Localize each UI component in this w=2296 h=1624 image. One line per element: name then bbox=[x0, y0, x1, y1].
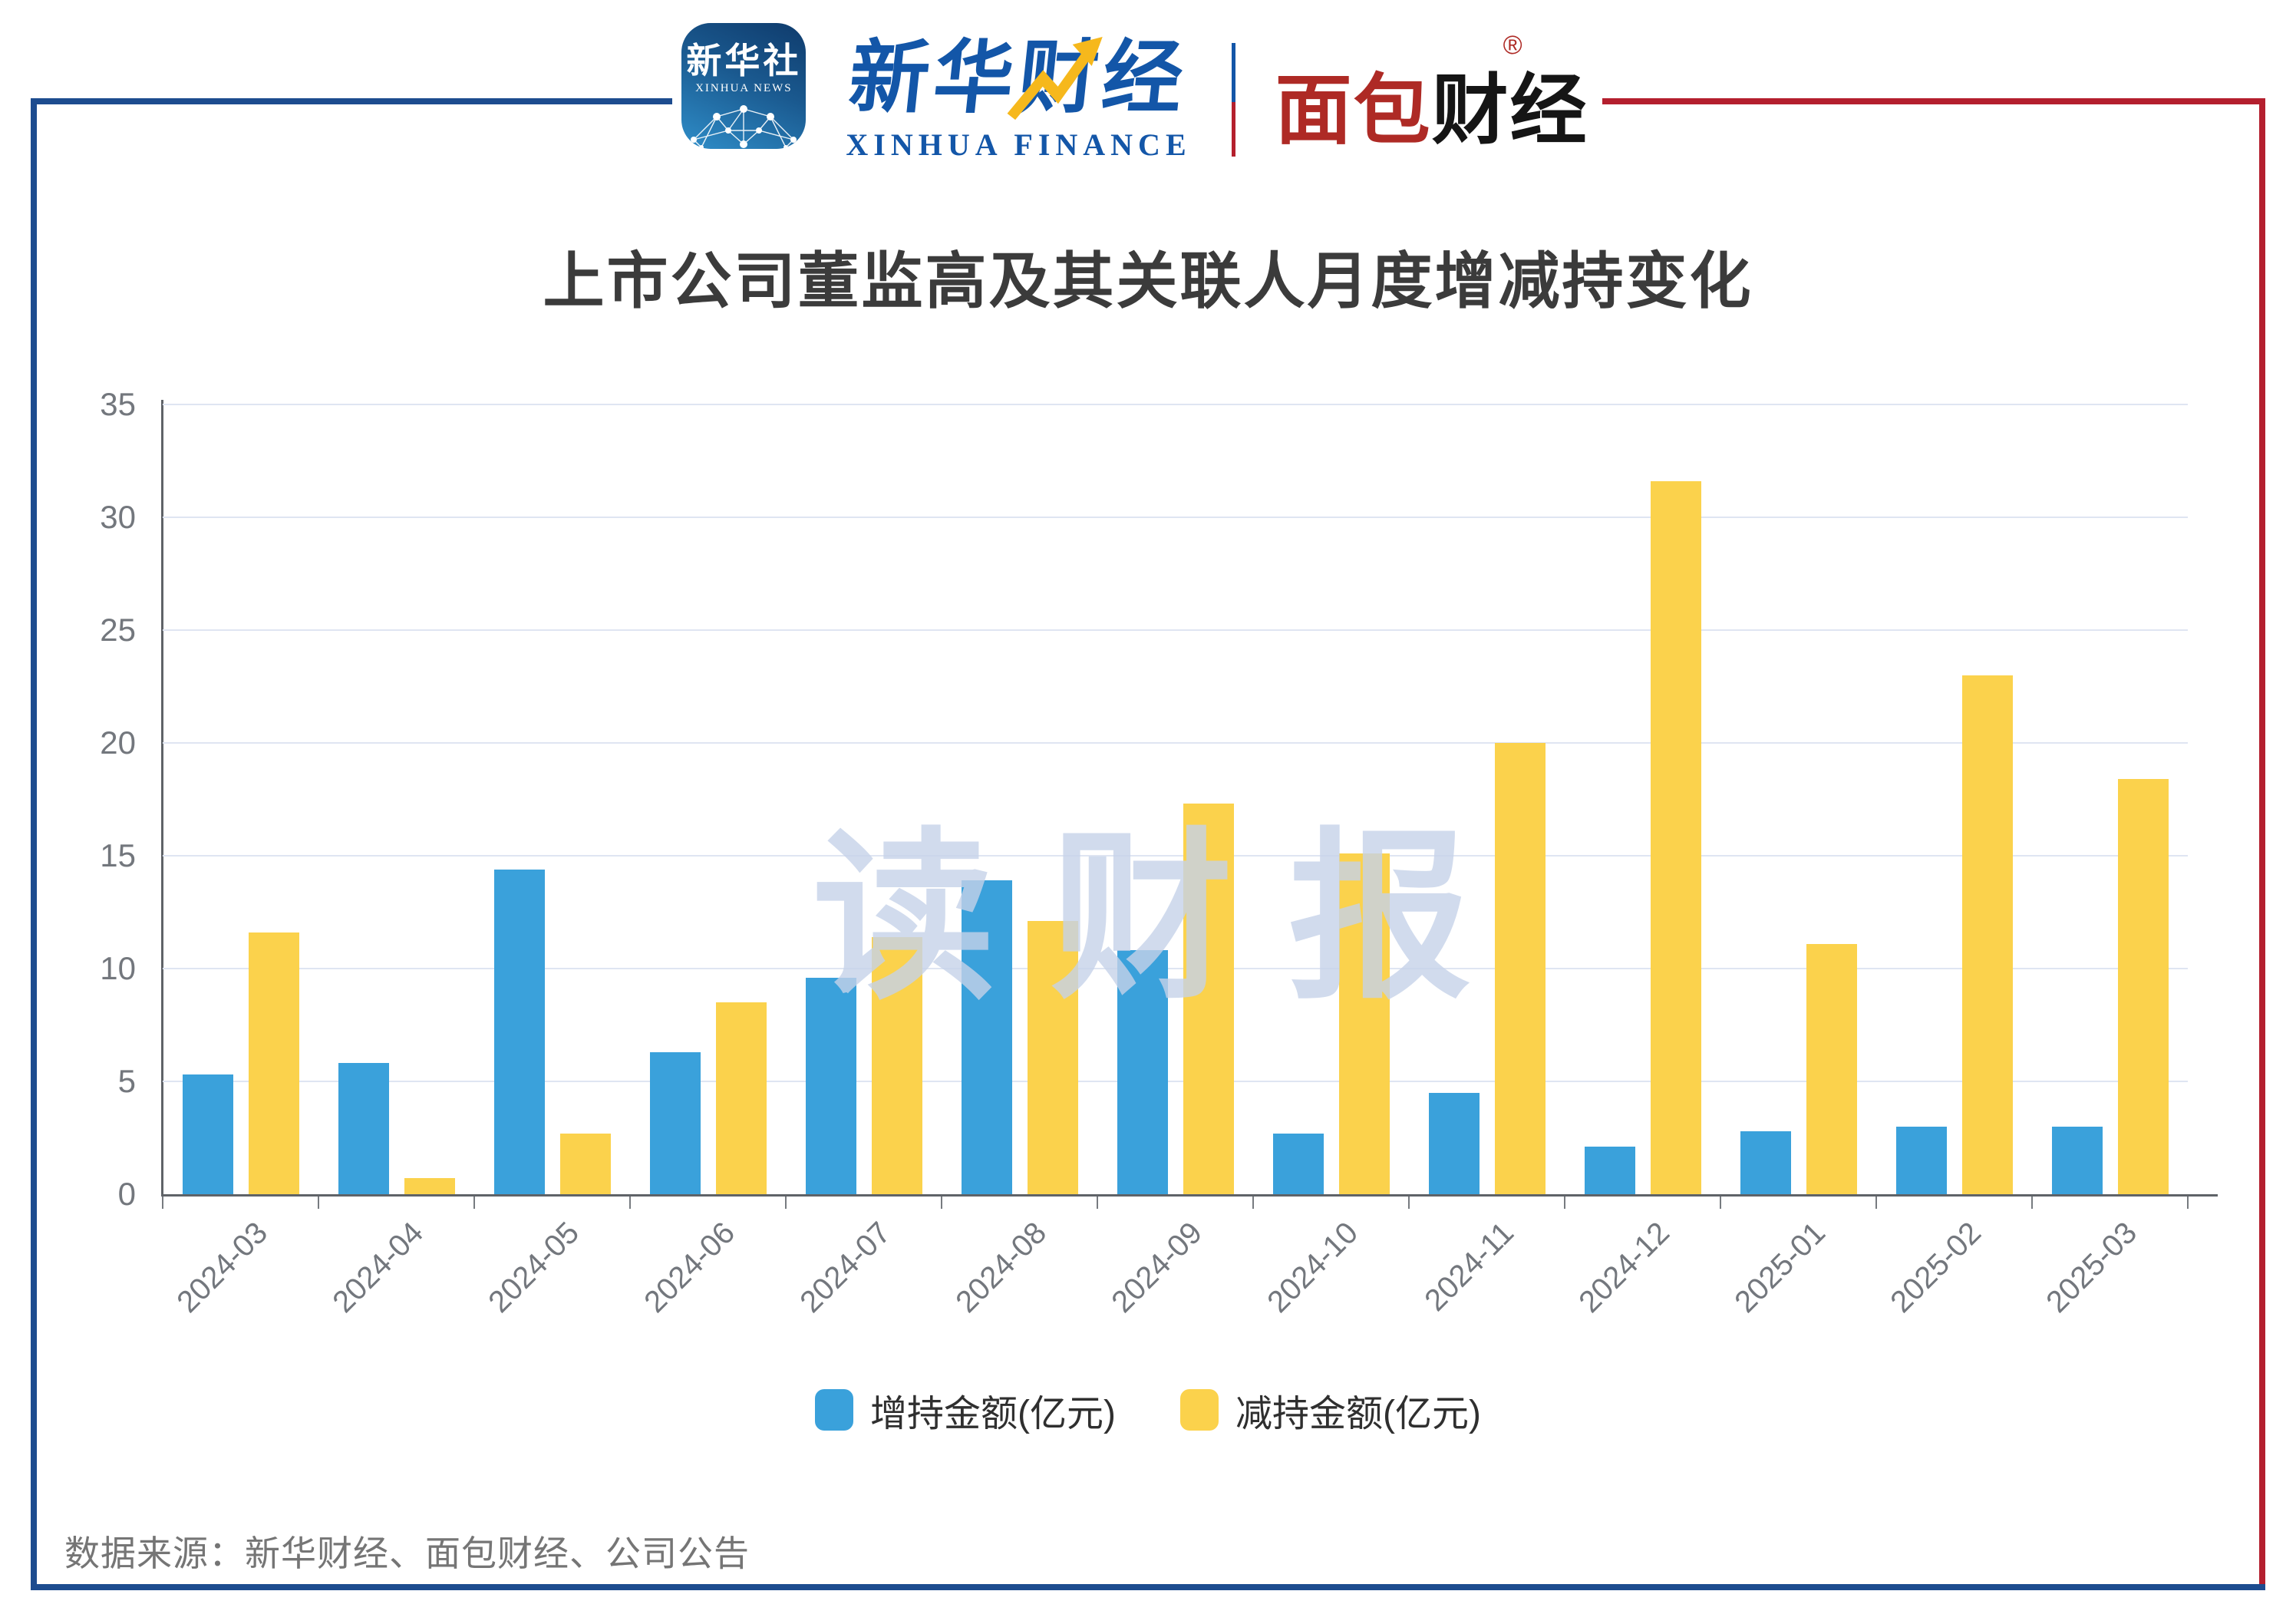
legend-swatch bbox=[1180, 1389, 1219, 1431]
chart-title: 上市公司董监高及其关联人月度增减持变化 bbox=[543, 247, 1753, 315]
bar-减持金额(亿元)-2024-11[interactable] bbox=[1494, 743, 1546, 1194]
bar-减持金额(亿元)-2025-03[interactable] bbox=[2117, 779, 2169, 1194]
y-axis-label-10: 10 bbox=[100, 950, 136, 986]
legend-item-增持金额(亿元)[interactable]: 增持金额(亿元) bbox=[815, 1383, 1116, 1437]
xinhua-finance-en-label: XINHUA FINANCE bbox=[846, 127, 1192, 163]
bar-减持金额(亿元)-2024-07[interactable] bbox=[871, 936, 922, 1194]
y-axis-line bbox=[161, 400, 163, 1197]
y-axis-label-5: 5 bbox=[117, 1063, 136, 1099]
gridline-y-15 bbox=[163, 855, 2188, 857]
xinhua-finance-logo: 新华财经 XINHUA FINANCE bbox=[845, 34, 1192, 163]
legend-label: 增持金额(亿元) bbox=[870, 1394, 1116, 1434]
bar-增持金额(亿元)-2024-05[interactable] bbox=[493, 869, 545, 1194]
frame-bottom-line bbox=[31, 1584, 2265, 1590]
bar-增持金额(亿元)-2025-01[interactable] bbox=[1740, 1131, 1791, 1194]
xinhua-news-cn-label: 新华社 bbox=[686, 41, 802, 81]
legend-label: 减持金额(亿元) bbox=[1235, 1394, 1481, 1434]
registered-trademark-icon: ® bbox=[1503, 31, 1524, 60]
bar-减持金额(亿元)-2024-04[interactable] bbox=[404, 1178, 455, 1194]
y-axis-label-25: 25 bbox=[100, 612, 136, 648]
bar-增持金额(亿元)-2025-03[interactable] bbox=[2051, 1126, 2103, 1194]
bread-finance-logo: 面包财经 ® bbox=[1275, 31, 1615, 159]
bar-减持金额(亿元)-2024-10[interactable] bbox=[1338, 853, 1390, 1194]
y-axis-label-30: 30 bbox=[100, 499, 136, 535]
x-axis-tick bbox=[162, 1197, 163, 1209]
legend-item-减持金额(亿元)[interactable]: 减持金额(亿元) bbox=[1180, 1383, 1481, 1437]
y-axis-label-35: 35 bbox=[100, 386, 136, 422]
gridline-y-10 bbox=[163, 968, 2188, 969]
bar-增持金额(亿元)-2024-06[interactable] bbox=[649, 1051, 701, 1194]
logo-divider-line bbox=[1231, 43, 1235, 157]
x-axis-tick bbox=[1720, 1197, 1721, 1209]
x-axis-line bbox=[161, 1194, 2218, 1197]
x-axis-tick bbox=[1564, 1197, 1565, 1209]
x-axis-tick bbox=[1875, 1197, 1877, 1209]
bar-减持金额(亿元)-2024-12[interactable] bbox=[1650, 480, 1701, 1194]
bar-增持金额(亿元)-2024-12[interactable] bbox=[1584, 1147, 1635, 1194]
bar-减持金额(亿元)-2024-03[interactable] bbox=[248, 932, 299, 1194]
x-axis-tick bbox=[473, 1197, 475, 1209]
bar-增持金额(亿元)-2025-02[interactable] bbox=[1895, 1126, 1947, 1194]
bar-减持金额(亿元)-2024-09[interactable] bbox=[1183, 804, 1234, 1194]
chart-legend: 增持金额(亿元) 减持金额(亿元) bbox=[0, 1383, 2296, 1437]
x-axis-tick bbox=[1252, 1197, 1254, 1209]
bar-减持金额(亿元)-2024-08[interactable] bbox=[1027, 921, 1078, 1194]
bar-减持金额(亿元)-2024-06[interactable] bbox=[715, 1002, 767, 1194]
x-axis-tick bbox=[785, 1197, 787, 1209]
xinhua-finance-cn-label: 新华财经 bbox=[845, 34, 1192, 123]
x-axis-tick bbox=[2187, 1197, 2189, 1209]
bar-减持金额(亿元)-2025-02[interactable] bbox=[1961, 675, 2013, 1194]
bread-finance-cn-red: 面包 bbox=[1275, 68, 1432, 153]
bar-增持金额(亿元)-2024-03[interactable] bbox=[182, 1074, 233, 1194]
bread-finance-cn-black: 财经 bbox=[1431, 68, 1588, 153]
network-globe-icon bbox=[686, 95, 801, 149]
rising-arrow-icon bbox=[1002, 31, 1107, 146]
bar-增持金额(亿元)-2024-04[interactable] bbox=[338, 1063, 389, 1194]
x-axis-tick bbox=[1097, 1197, 1098, 1209]
frame-right-line bbox=[2259, 98, 2265, 1590]
bar-增持金额(亿元)-2024-07[interactable] bbox=[805, 977, 856, 1194]
legend-swatch bbox=[815, 1389, 854, 1431]
frame-left-line bbox=[31, 98, 37, 1590]
x-axis-tick bbox=[2031, 1197, 2033, 1209]
frame-top-left-line bbox=[31, 98, 672, 104]
gridline-y-25 bbox=[163, 629, 2188, 631]
xinhua-news-app-icon: 新华社 XINHUA NEWS bbox=[681, 23, 807, 149]
data-source-note: 数据来源：新华财经、面包财经、公司公告 bbox=[64, 1533, 750, 1573]
x-axis-tick bbox=[941, 1197, 942, 1209]
bar-增持金额(亿元)-2024-10[interactable] bbox=[1272, 1133, 1324, 1194]
bar-减持金额(亿元)-2025-01[interactable] bbox=[1806, 943, 1857, 1194]
gridline-y-35 bbox=[163, 404, 2188, 405]
bar-减持金额(亿元)-2024-05[interactable] bbox=[559, 1133, 611, 1194]
gridline-y-20 bbox=[163, 742, 2188, 744]
bar-增持金额(亿元)-2024-11[interactable] bbox=[1428, 1092, 1480, 1194]
y-axis-label-15: 15 bbox=[100, 837, 136, 873]
x-axis-tick bbox=[318, 1197, 319, 1209]
bar-增持金额(亿元)-2024-09[interactable] bbox=[1117, 950, 1168, 1194]
frame-top-right-line bbox=[1602, 98, 2265, 104]
x-axis-tick bbox=[629, 1197, 631, 1209]
y-axis-label-0: 0 bbox=[117, 1176, 136, 1212]
x-axis-tick bbox=[1408, 1197, 1410, 1209]
header: 新华社 XINHUA NEWS bbox=[0, 17, 2296, 163]
bar-增持金额(亿元)-2024-08[interactable] bbox=[961, 880, 1012, 1194]
xinhua-news-en-label: XINHUA NEWS bbox=[695, 82, 793, 95]
gridline-y-5 bbox=[163, 1081, 2188, 1082]
y-axis-label-20: 20 bbox=[100, 725, 136, 761]
gridline-y-30 bbox=[163, 517, 2188, 518]
plot-area: 0 5 10 15 20 25 30 35 2024-03 2024-04 2024-05 2024-… bbox=[100, 386, 2218, 1319]
